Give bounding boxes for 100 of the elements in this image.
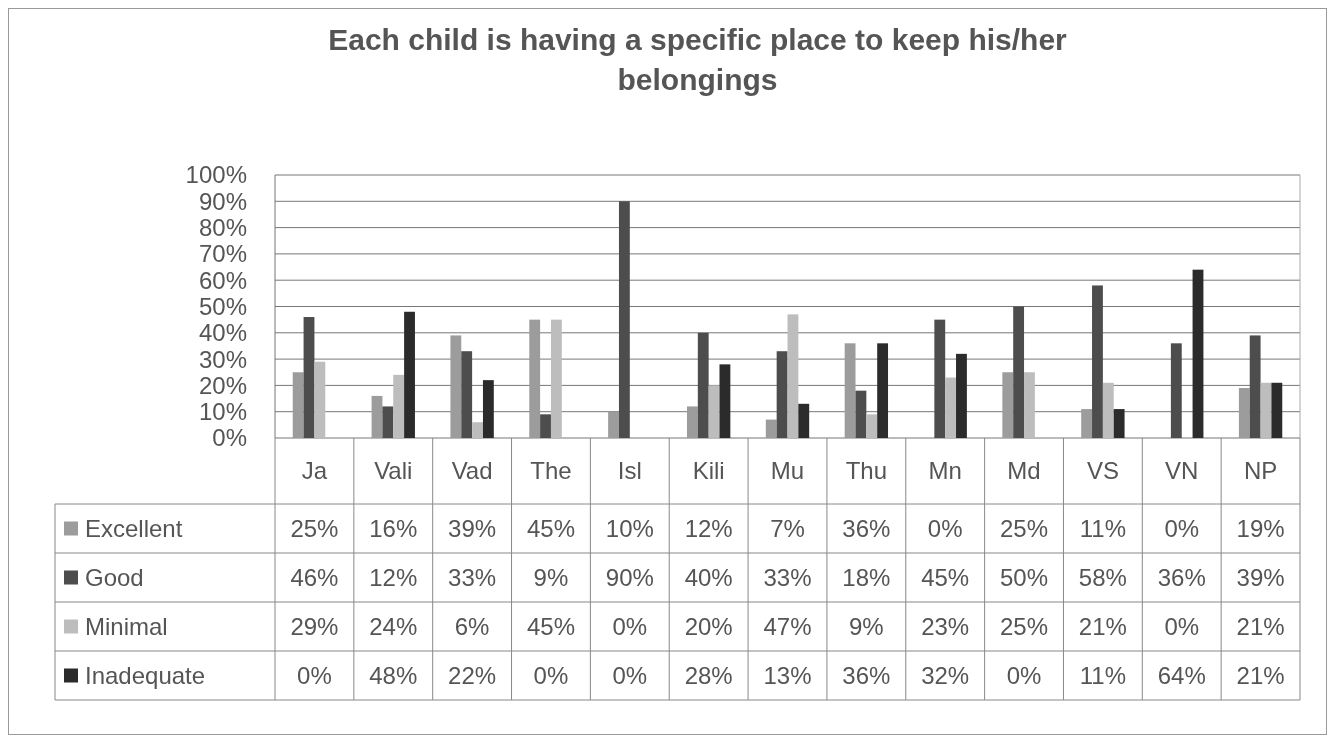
bar — [1260, 382, 1272, 438]
bar — [1013, 306, 1025, 438]
data-label: 18% — [842, 563, 891, 591]
data-label: 0% — [1164, 612, 1200, 640]
data-label: 46% — [290, 563, 339, 591]
bar — [855, 390, 867, 438]
data-label: 28% — [684, 661, 733, 689]
bar — [292, 372, 304, 438]
data-label: 90% — [605, 563, 654, 591]
y-tick-label: 70% — [198, 240, 247, 268]
data-label: 36% — [1157, 563, 1206, 591]
bar — [945, 377, 957, 438]
x-tick-label: Mu — [770, 457, 805, 485]
data-label: 24% — [369, 612, 418, 640]
bar — [934, 319, 946, 438]
bar — [382, 406, 394, 438]
bar — [1102, 382, 1114, 438]
data-label: 22% — [448, 661, 497, 689]
data-label: 12% — [684, 514, 733, 542]
legend-label: Excellent — [85, 514, 183, 542]
data-label: 13% — [763, 661, 812, 689]
data-label: 48% — [369, 661, 418, 689]
data-label: 0% — [612, 661, 648, 689]
bar — [1238, 388, 1250, 438]
bar — [550, 319, 562, 438]
data-label: 45% — [526, 514, 575, 542]
bar — [450, 335, 462, 438]
bar — [529, 319, 541, 438]
data-label: 39% — [1236, 563, 1285, 591]
bar — [776, 351, 788, 438]
data-label: 6% — [454, 612, 490, 640]
data-label: 0% — [1006, 661, 1042, 689]
data-label: 45% — [921, 563, 970, 591]
legend-label: Minimal — [85, 612, 168, 640]
bar — [708, 385, 720, 438]
data-label: 58% — [1078, 563, 1127, 591]
x-tick-label: VS — [1086, 457, 1119, 485]
data-label: 21% — [1078, 612, 1127, 640]
data-label: 0% — [297, 661, 332, 689]
bar — [540, 414, 551, 438]
bar — [787, 314, 799, 438]
bar — [371, 395, 383, 438]
data-label: 32% — [921, 661, 970, 689]
y-tick-label: 30% — [198, 345, 247, 373]
bar — [303, 317, 315, 438]
x-tick-label: Mn — [928, 457, 962, 485]
data-label: 47% — [763, 612, 812, 640]
data-label: 23% — [921, 612, 970, 640]
x-tick-label: Isl — [617, 457, 642, 485]
data-label: 21% — [1236, 612, 1285, 640]
bar — [314, 361, 326, 438]
data-label: 0% — [612, 612, 648, 640]
data-label: 9% — [533, 563, 569, 591]
y-tick-label: 10% — [198, 398, 247, 426]
x-tick-label: NP — [1243, 457, 1278, 485]
data-label: 21% — [1236, 661, 1285, 689]
data-label: 45% — [526, 612, 575, 640]
x-tick-label: Thu — [845, 457, 888, 485]
bar — [686, 406, 698, 438]
data-label: 10% — [605, 514, 654, 542]
chart-title: Each child is having a specific place to keep his/her belongings — [328, 23, 1068, 96]
bar — [1170, 343, 1182, 438]
data-label: 40% — [684, 563, 733, 591]
y-tick-label: 40% — [198, 319, 247, 347]
y-tick-label: 0% — [212, 424, 247, 452]
legend-label: Good — [85, 563, 144, 591]
y-tick-label: 90% — [198, 187, 247, 215]
bar — [697, 332, 709, 438]
x-tick-label: VN — [1165, 457, 1199, 485]
bar — [1271, 382, 1283, 438]
bar — [461, 351, 473, 438]
data-label: 11% — [1079, 514, 1127, 542]
bar — [1113, 409, 1125, 438]
bar — [719, 364, 731, 438]
data-label: 0% — [1164, 514, 1200, 542]
bar — [798, 403, 810, 438]
data-label: 64% — [1157, 661, 1206, 689]
bar — [866, 414, 878, 438]
bar — [1002, 372, 1014, 438]
bar — [472, 422, 483, 438]
data-label: 29% — [290, 612, 339, 640]
data-label: 16% — [369, 514, 418, 542]
y-tick-label: 80% — [198, 214, 247, 241]
y-tick-label: 20% — [198, 371, 247, 399]
y-tick-label: 100% — [185, 161, 247, 189]
bar — [1092, 285, 1103, 438]
data-label: 33% — [448, 563, 497, 591]
bar — [1024, 372, 1035, 438]
data-label: 25% — [1000, 514, 1049, 542]
data-label: 0% — [927, 514, 963, 542]
data-label: 25% — [1000, 612, 1049, 640]
x-tick-label: Ja — [301, 457, 328, 485]
data-label: 7% — [770, 514, 805, 542]
bar — [1192, 269, 1204, 438]
bar — [618, 201, 630, 438]
data-label: 39% — [448, 514, 497, 542]
legend-label: Inadequate — [85, 661, 206, 689]
bar — [877, 343, 889, 438]
bar — [404, 311, 415, 438]
data-label: 33% — [763, 563, 812, 591]
